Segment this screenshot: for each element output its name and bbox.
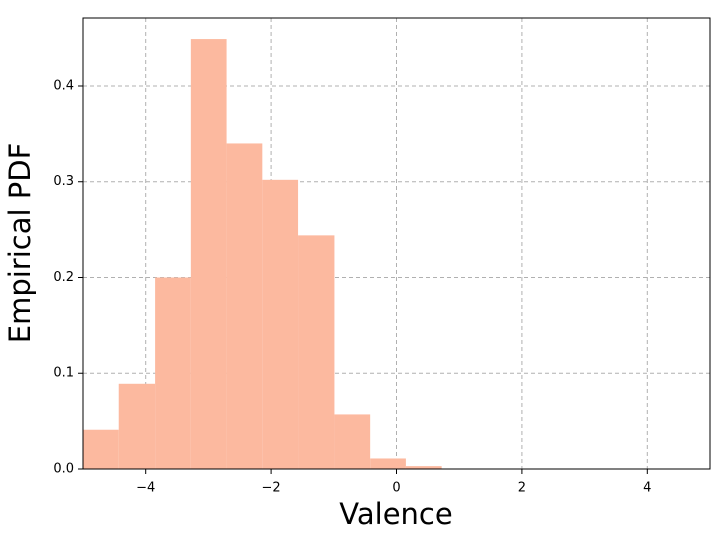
x-tick-label: 4 xyxy=(643,481,651,496)
bar xyxy=(226,143,263,469)
bar xyxy=(262,179,299,469)
bar xyxy=(405,466,442,469)
bar xyxy=(298,235,335,469)
x-tick-label: 2 xyxy=(518,481,526,496)
bar xyxy=(370,458,406,469)
y-tick-label: 0.1 xyxy=(53,366,74,381)
bar xyxy=(118,383,156,469)
y-tick-label: 0.4 xyxy=(53,78,74,93)
bar xyxy=(83,429,119,469)
bar xyxy=(155,277,191,469)
y-tick-label: 0.0 xyxy=(53,462,74,477)
x-axis-title: Valence xyxy=(339,497,452,531)
x-tick-label: −2 xyxy=(262,481,281,496)
y-tick-label: 0.3 xyxy=(53,174,74,189)
bar xyxy=(334,414,371,469)
x-tick-label: 0 xyxy=(392,481,400,496)
y-tick-label: 0.2 xyxy=(53,270,74,285)
x-tick-label: −4 xyxy=(136,481,155,496)
y-axis-title: Empirical PDF xyxy=(3,143,37,344)
bar xyxy=(190,39,227,469)
